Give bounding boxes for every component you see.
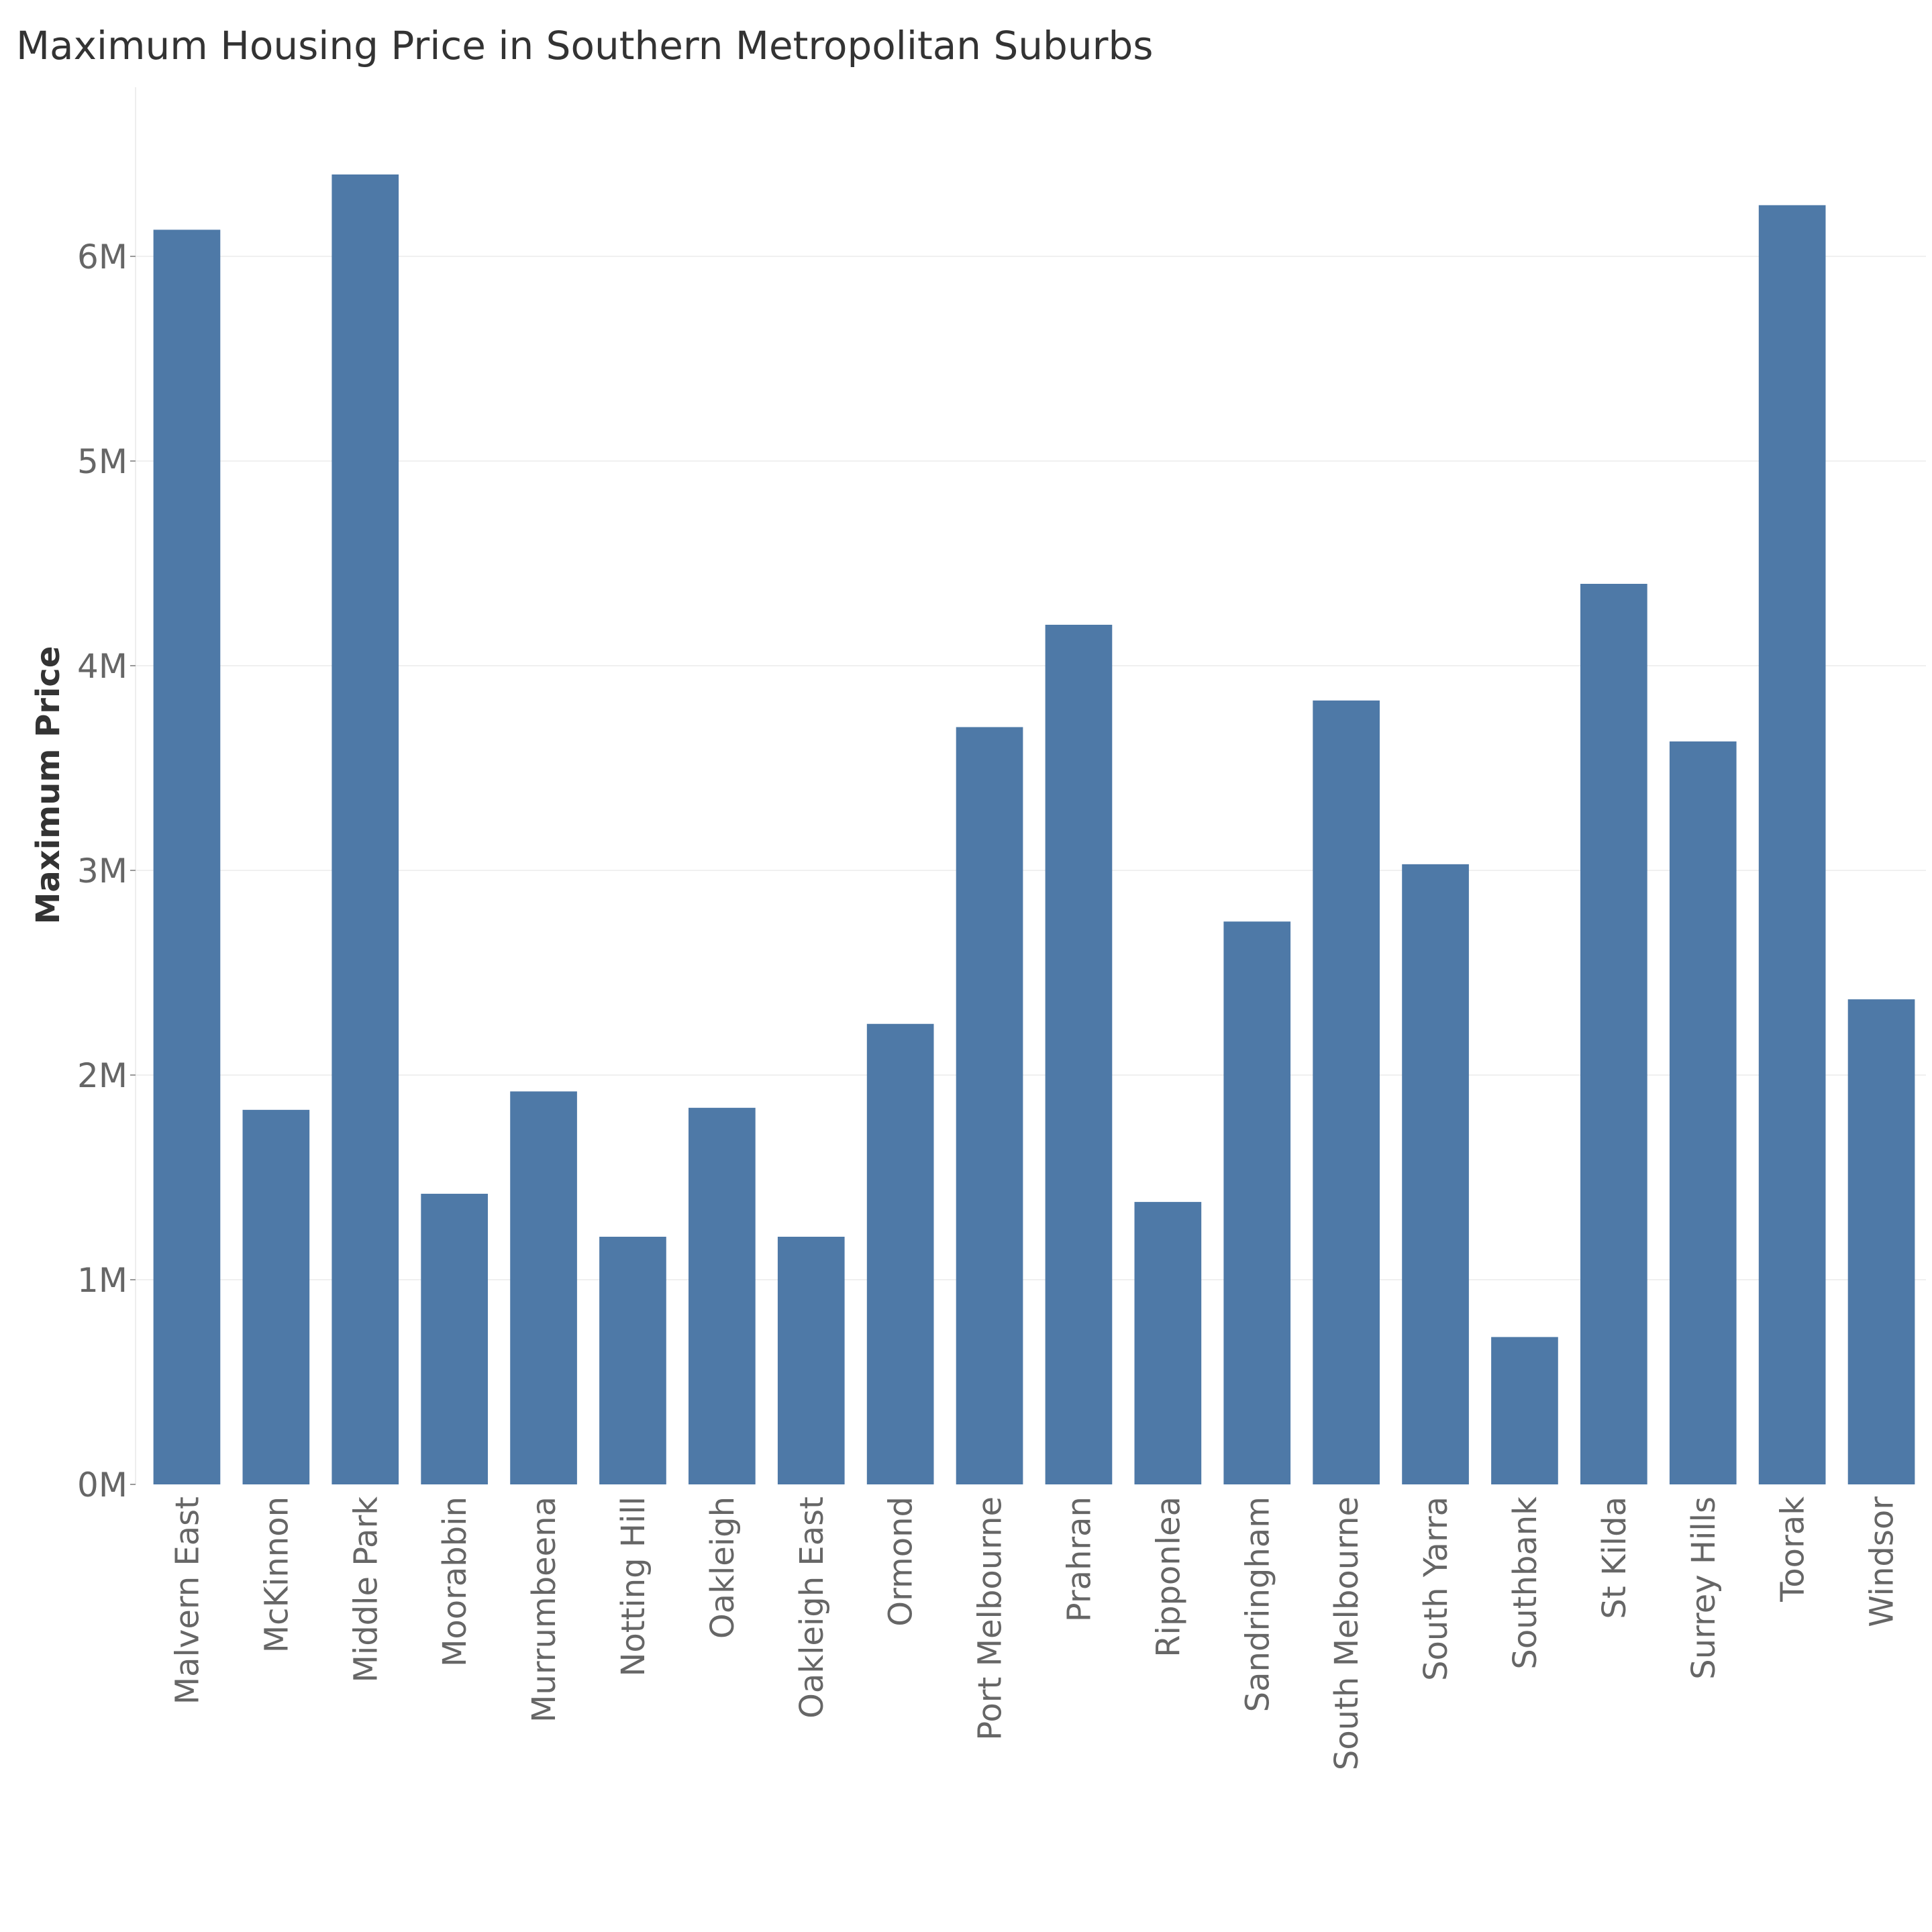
bars	[153, 174, 1915, 1485]
y-tick-label: 5M	[77, 442, 128, 481]
x-category-label: Moorabbin	[436, 1496, 474, 1667]
y-axis-title: Maximum Price	[30, 646, 67, 925]
x-category-label: Port Melbourne	[972, 1496, 1009, 1741]
y-axis: 0M 1M 2M 3M 4M 5M 6M	[77, 87, 136, 1505]
bar[interactable]	[956, 727, 1023, 1485]
bar[interactable]	[153, 230, 221, 1485]
bar[interactable]	[421, 1193, 488, 1484]
x-category-label: Ormond	[882, 1496, 920, 1627]
x-category-label: Murrumbeena	[525, 1496, 563, 1723]
x-category-label: McKinnon	[258, 1496, 295, 1653]
x-category-label: Sandringham	[1239, 1496, 1276, 1712]
y-tick-label: 1M	[77, 1261, 128, 1300]
x-category-label: Southbank	[1507, 1496, 1544, 1670]
bar[interactable]	[510, 1091, 577, 1484]
x-category-label: St Kilda	[1596, 1496, 1633, 1619]
x-category-label: South Melbourne	[1328, 1496, 1366, 1770]
x-category-label: Oakleigh East	[793, 1496, 831, 1719]
x-category-label: Middle Park	[347, 1496, 385, 1683]
x-category-label: Ripponlea	[1150, 1496, 1187, 1658]
bar[interactable]	[1847, 999, 1915, 1484]
bar[interactable]	[1402, 864, 1469, 1484]
bar[interactable]	[866, 1023, 934, 1484]
bar[interactable]	[1223, 921, 1291, 1484]
bar[interactable]	[777, 1236, 845, 1484]
x-category-label: Prahran	[1060, 1496, 1098, 1622]
x-category-label: Notting Hill	[615, 1496, 652, 1677]
y-tick-label: 0M	[77, 1466, 128, 1505]
y-tick-label: 2M	[77, 1056, 128, 1095]
grid-lines	[136, 256, 1926, 1280]
bar[interactable]	[1313, 700, 1380, 1484]
x-category-label: Toorak	[1774, 1496, 1812, 1603]
bar[interactable]	[599, 1236, 666, 1484]
x-category-label: South Yarra	[1417, 1496, 1455, 1681]
y-tick-label: 4M	[77, 647, 128, 686]
chart-title: Maximum Housing Price in Southern Metrop…	[16, 23, 1154, 68]
x-axis-labels: Malvern East McKinnon Middle Park Moorabbin…	[168, 1496, 1900, 1770]
bar[interactable]	[1669, 741, 1737, 1484]
bar[interactable]	[1580, 584, 1647, 1484]
y-tick-label: 6M	[77, 238, 128, 276]
bar[interactable]	[1758, 205, 1826, 1484]
x-category-label: Surrey Hills	[1685, 1496, 1723, 1680]
y-tick-label: 3M	[77, 852, 128, 891]
bar[interactable]	[689, 1107, 756, 1484]
x-category-label: Oakleigh	[704, 1496, 742, 1639]
bar[interactable]	[1491, 1337, 1558, 1484]
bar[interactable]	[242, 1109, 310, 1484]
x-category-label: Windsor	[1864, 1496, 1901, 1627]
bar[interactable]	[332, 174, 399, 1484]
bar[interactable]	[1045, 625, 1113, 1484]
x-category-label: Malvern East	[168, 1496, 206, 1705]
bar[interactable]	[1134, 1202, 1202, 1484]
